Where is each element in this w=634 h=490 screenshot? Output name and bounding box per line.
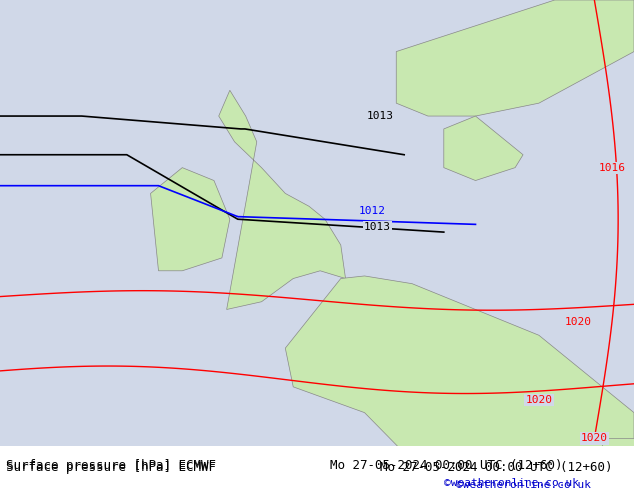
Text: 1020: 1020 [581, 434, 608, 443]
Polygon shape [396, 0, 634, 116]
Polygon shape [285, 276, 634, 490]
Text: 1020: 1020 [565, 318, 592, 327]
Text: Mo 27-05-2024 00:00 UTC (12+60): Mo 27-05-2024 00:00 UTC (12+60) [380, 462, 613, 474]
Text: 1020: 1020 [526, 395, 552, 405]
Text: 1012: 1012 [359, 206, 386, 217]
Text: Mo 27-05-2024 00:00 UTC (12+60): Mo 27-05-2024 00:00 UTC (12+60) [330, 459, 562, 472]
Text: Surface pressure [hPa] ECMWF: Surface pressure [hPa] ECMWF [6, 459, 216, 472]
Text: Surface pressure [hPa] ECMWF: Surface pressure [hPa] ECMWF [6, 462, 216, 474]
Text: ©weatheronline.co.uk: ©weatheronline.co.uk [456, 480, 592, 490]
Polygon shape [444, 116, 523, 180]
Text: 1016: 1016 [599, 163, 626, 172]
Text: ©weatheronline.co.uk: ©weatheronline.co.uk [444, 478, 579, 488]
Text: 1013: 1013 [364, 222, 391, 232]
Polygon shape [150, 168, 230, 271]
Polygon shape [602, 439, 634, 490]
Text: 1013: 1013 [367, 111, 394, 121]
Polygon shape [219, 90, 346, 310]
